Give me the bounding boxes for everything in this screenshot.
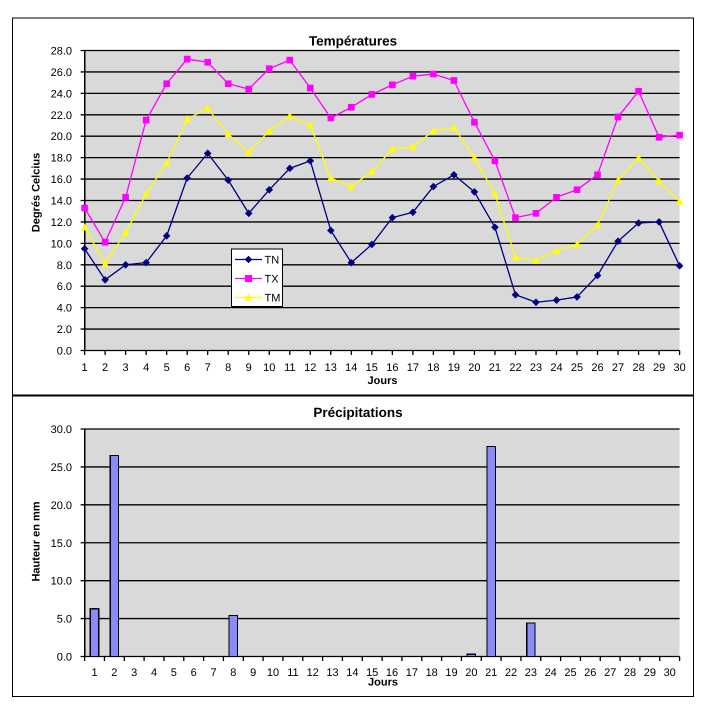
svg-text:Températures: Températures — [309, 34, 397, 49]
svg-text:15: 15 — [366, 667, 378, 679]
svg-text:Jours: Jours — [368, 375, 398, 387]
svg-text:24: 24 — [545, 667, 557, 679]
svg-text:7: 7 — [205, 362, 211, 374]
svg-text:13: 13 — [326, 667, 338, 679]
svg-text:8.0: 8.0 — [57, 260, 72, 272]
svg-text:12: 12 — [307, 667, 319, 679]
svg-text:30: 30 — [673, 362, 685, 374]
svg-text:11: 11 — [287, 667, 298, 679]
svg-text:10: 10 — [267, 667, 279, 679]
svg-text:0.0: 0.0 — [57, 652, 72, 664]
svg-text:10: 10 — [263, 362, 275, 374]
svg-text:5.0: 5.0 — [57, 614, 72, 626]
svg-text:5: 5 — [164, 362, 170, 374]
svg-text:30.0: 30.0 — [51, 424, 72, 436]
svg-text:Degrés Celcius: Degrés Celcius — [31, 153, 43, 232]
svg-text:24: 24 — [550, 362, 562, 374]
svg-text:2: 2 — [111, 667, 117, 679]
svg-text:8: 8 — [225, 362, 231, 374]
svg-text:14: 14 — [346, 667, 358, 679]
svg-text:25: 25 — [571, 362, 583, 374]
svg-text:20.0: 20.0 — [51, 131, 72, 143]
svg-text:21: 21 — [489, 362, 501, 374]
svg-text:22.0: 22.0 — [51, 110, 72, 122]
svg-text:29: 29 — [653, 362, 665, 374]
svg-text:2: 2 — [102, 362, 108, 374]
svg-text:13: 13 — [325, 362, 337, 374]
svg-text:4: 4 — [151, 667, 157, 679]
svg-text:9: 9 — [250, 667, 256, 679]
svg-text:20: 20 — [465, 667, 477, 679]
svg-text:3: 3 — [131, 667, 137, 679]
svg-text:30: 30 — [664, 667, 676, 679]
svg-text:11: 11 — [284, 362, 295, 374]
svg-text:7: 7 — [210, 667, 216, 679]
svg-text:16: 16 — [386, 362, 398, 374]
svg-text:2.0: 2.0 — [57, 324, 72, 336]
svg-text:18.0: 18.0 — [51, 153, 72, 165]
svg-text:27: 27 — [604, 667, 616, 679]
svg-text:18: 18 — [427, 362, 439, 374]
svg-text:19: 19 — [445, 667, 457, 679]
svg-text:28.0: 28.0 — [51, 46, 72, 58]
svg-text:0.0: 0.0 — [57, 346, 72, 358]
svg-text:10.0: 10.0 — [51, 576, 72, 588]
svg-text:16.0: 16.0 — [51, 174, 72, 186]
svg-text:1: 1 — [82, 362, 88, 374]
svg-text:17: 17 — [407, 362, 419, 374]
svg-text:28: 28 — [624, 667, 636, 679]
svg-text:6: 6 — [184, 362, 190, 374]
svg-text:TM: TM — [265, 293, 281, 305]
svg-text:24.0: 24.0 — [51, 88, 72, 100]
svg-text:6: 6 — [191, 667, 197, 679]
svg-text:14: 14 — [345, 362, 357, 374]
svg-text:5: 5 — [171, 667, 177, 679]
svg-text:15.0: 15.0 — [51, 538, 72, 550]
svg-text:4.0: 4.0 — [57, 303, 72, 315]
svg-text:10.0: 10.0 — [51, 238, 72, 250]
svg-text:1: 1 — [91, 667, 97, 679]
svg-text:21: 21 — [485, 667, 497, 679]
svg-text:22: 22 — [505, 667, 517, 679]
svg-text:22: 22 — [509, 362, 521, 374]
svg-text:Précipitations: Précipitations — [313, 405, 402, 420]
svg-text:6.0: 6.0 — [57, 281, 72, 293]
svg-text:Jours: Jours — [368, 677, 398, 689]
svg-text:8: 8 — [230, 667, 236, 679]
svg-text:19: 19 — [448, 362, 460, 374]
svg-text:23: 23 — [525, 667, 537, 679]
svg-text:26.0: 26.0 — [51, 67, 72, 79]
svg-text:12.0: 12.0 — [51, 217, 72, 229]
svg-text:29: 29 — [644, 667, 656, 679]
svg-text:3: 3 — [123, 362, 129, 374]
svg-text:TX: TX — [265, 274, 280, 286]
svg-text:12: 12 — [304, 362, 316, 374]
svg-text:15: 15 — [366, 362, 378, 374]
svg-text:9: 9 — [246, 362, 252, 374]
svg-text:20: 20 — [468, 362, 480, 374]
svg-text:25: 25 — [564, 667, 576, 679]
svg-text:28: 28 — [632, 362, 644, 374]
svg-text:26: 26 — [591, 362, 603, 374]
svg-text:23: 23 — [530, 362, 542, 374]
svg-text:TN: TN — [265, 255, 280, 267]
svg-text:18: 18 — [426, 667, 438, 679]
svg-text:27: 27 — [612, 362, 624, 374]
svg-text:17: 17 — [406, 667, 418, 679]
svg-text:Hauteur en mm: Hauteur en mm — [31, 501, 43, 581]
svg-text:20.0: 20.0 — [51, 500, 72, 512]
svg-text:4: 4 — [143, 362, 149, 374]
svg-text:25.0: 25.0 — [51, 462, 72, 474]
svg-text:16: 16 — [386, 667, 398, 679]
svg-text:14.0: 14.0 — [51, 196, 72, 208]
svg-text:26: 26 — [584, 667, 596, 679]
